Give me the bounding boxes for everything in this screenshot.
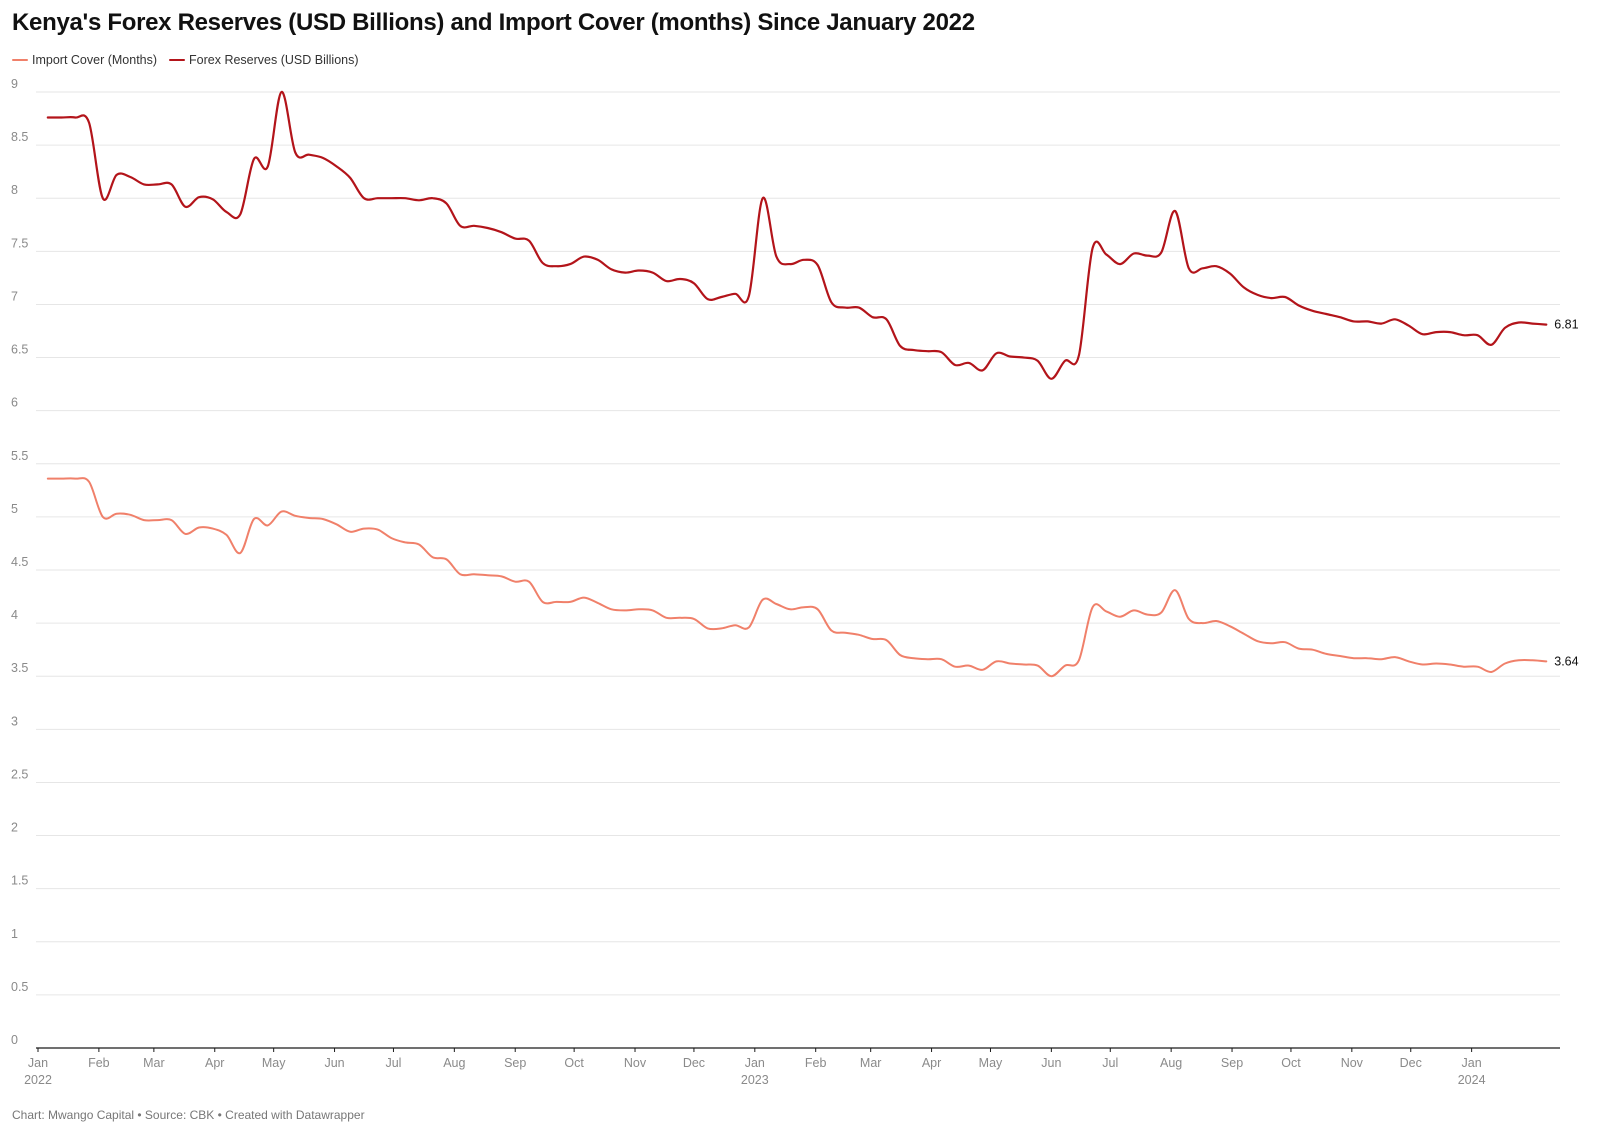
- x-tick-label: Feb: [805, 1056, 827, 1070]
- series-line-import-cover: [46, 477, 1548, 678]
- x-tick-label: Jun: [1041, 1056, 1061, 1070]
- y-tick-label: 6.5: [11, 343, 28, 357]
- chart-title: Kenya's Forex Reserves (USD Billions) an…: [12, 9, 975, 36]
- y-tick-label: 5.5: [11, 449, 28, 463]
- y-tick-label: 4: [11, 608, 18, 622]
- x-tick-year-label: 2023: [741, 1073, 769, 1087]
- x-tick-label: Oct: [1281, 1056, 1301, 1070]
- end-label-forex-reserves: 6.81: [1554, 318, 1578, 332]
- y-tick-label: 0.5: [11, 980, 28, 994]
- x-tick-label: Aug: [443, 1056, 465, 1070]
- end-label-import-cover: 3.64: [1554, 654, 1578, 668]
- x-tick-label: Jul: [385, 1056, 401, 1070]
- x-tick-label: Apr: [205, 1056, 224, 1070]
- chart-footer: Chart: Mwango Capital • Source: CBK • Cr…: [12, 1108, 365, 1122]
- y-tick-label: 0: [11, 1033, 18, 1047]
- x-axis-ticks: Jan 2022 Feb Mar Apr May Jun Jul Aug Sep Oct Nov Dec…: [24, 1048, 1486, 1087]
- x-tick-label: Sep: [504, 1056, 526, 1070]
- legend-swatch-import-cover: [12, 59, 28, 61]
- y-tick-label: 2.5: [11, 767, 28, 781]
- y-tick-label: 7: [11, 289, 18, 303]
- x-tick-label: Jun: [324, 1056, 344, 1070]
- x-tick-label: Jan: [745, 1056, 765, 1070]
- series-line-forex-reserves: [46, 90, 1548, 380]
- y-tick-label: 1.5: [11, 874, 28, 888]
- legend: Import Cover (Months) Forex Reserves (US…: [12, 53, 359, 67]
- y-tick-label: 6: [11, 396, 18, 410]
- x-tick-label: Dec: [1400, 1056, 1422, 1070]
- legend-label-import-cover: Import Cover (Months): [32, 53, 158, 67]
- legend-swatch-forex-reserves: [169, 59, 186, 61]
- x-tick-label: May: [262, 1056, 286, 1070]
- y-tick-label: 7.5: [11, 236, 28, 250]
- y-tick-label: 9: [11, 77, 18, 91]
- x-tick-label: May: [979, 1056, 1003, 1070]
- x-tick-year-label: 2022: [24, 1073, 52, 1087]
- series-lines: [46, 90, 1548, 678]
- x-tick-year-label: 2024: [1458, 1073, 1486, 1087]
- y-tick-label: 5: [11, 502, 18, 516]
- y-axis-ticks: 0 0.5 1 1.5 2 2.5 3 3.5 4 4.5 5 5.5 6 6.5 7 7.5 8 8.5 9: [11, 77, 28, 1047]
- y-tick-label: 3: [11, 714, 18, 728]
- x-tick-label: Sep: [1221, 1056, 1243, 1070]
- legend-item-import-cover: Import Cover (Months): [12, 53, 157, 67]
- legend-item-forex-reserves: Forex Reserves (USD Billions): [169, 53, 359, 67]
- x-tick-label: Jan: [1462, 1056, 1482, 1070]
- y-tick-label: 1: [11, 927, 18, 941]
- x-tick-label: Dec: [683, 1056, 705, 1070]
- y-tick-label: 8: [11, 183, 18, 197]
- x-tick-label: Apr: [922, 1056, 941, 1070]
- y-tick-label: 3.5: [11, 661, 28, 675]
- x-tick-label: Mar: [860, 1056, 882, 1070]
- x-tick-label: Aug: [1160, 1056, 1182, 1070]
- x-tick-label: Oct: [564, 1056, 584, 1070]
- x-tick-label: Mar: [143, 1056, 165, 1070]
- x-tick-label: Nov: [624, 1056, 647, 1070]
- y-tick-label: 2: [11, 821, 18, 835]
- y-tick-label: 4.5: [11, 555, 28, 569]
- legend-label-forex-reserves: Forex Reserves (USD Billions): [189, 53, 359, 67]
- x-tick-label: Nov: [1341, 1056, 1364, 1070]
- gridlines: [36, 91, 1560, 1049]
- x-tick-label: Jan: [28, 1056, 48, 1070]
- x-tick-label: Jul: [1102, 1056, 1118, 1070]
- x-tick-label: Feb: [88, 1056, 110, 1070]
- end-labels: 3.64 6.81: [1554, 318, 1578, 669]
- y-tick-label: 8.5: [11, 130, 28, 144]
